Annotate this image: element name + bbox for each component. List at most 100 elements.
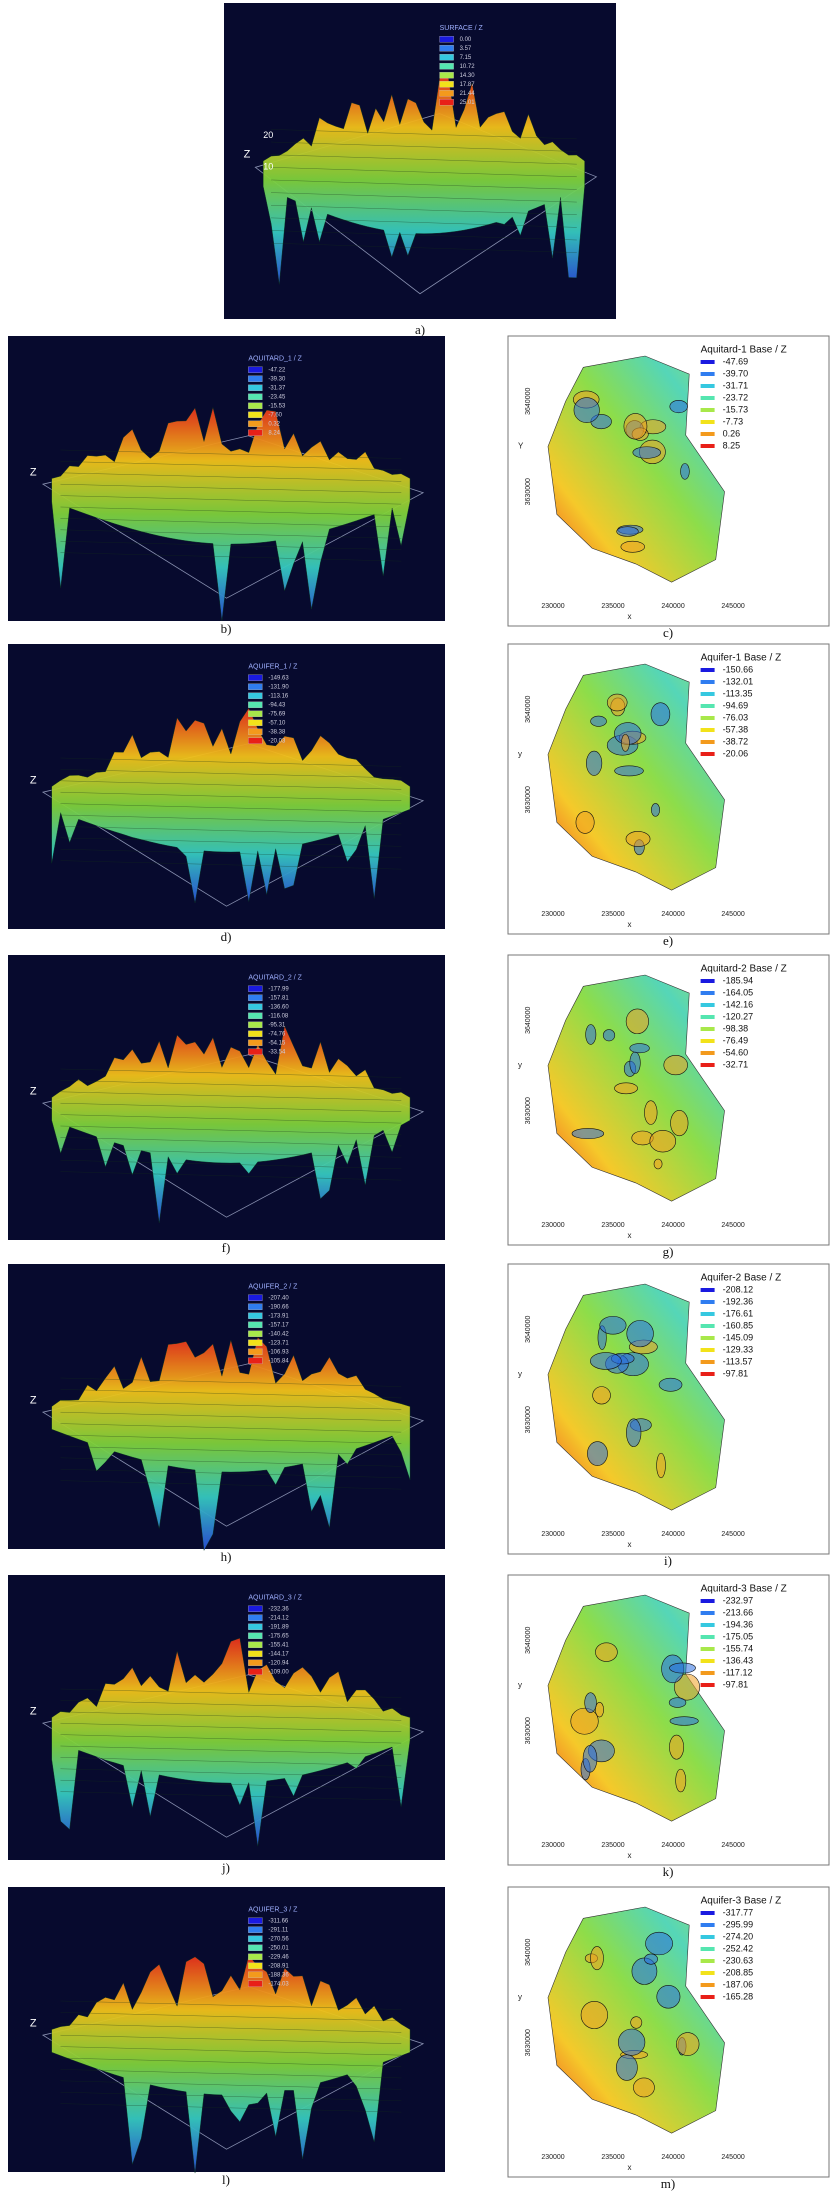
contour-blob	[669, 1734, 684, 1760]
y-tick-label: 3630000	[525, 2029, 532, 2056]
contour-blob	[625, 1008, 649, 1035]
legend-value: -136.60	[268, 1004, 289, 1010]
legend-value: -76.03	[723, 712, 749, 722]
contour-line	[60, 2080, 402, 2090]
contour-line	[60, 449, 402, 459]
legend-value: -95.31	[268, 1022, 286, 1028]
x-tick-label: 230000	[541, 1531, 564, 1538]
legend-swatch	[700, 704, 715, 708]
legend-value: -164.05	[723, 987, 754, 997]
panel-label: k)	[663, 1864, 674, 1879]
contour-blob	[632, 446, 662, 459]
x-tick-label: 230000	[541, 2154, 564, 2161]
contour-blob	[570, 1707, 599, 1735]
legend-value: -15.53	[268, 403, 286, 409]
contour-blob	[644, 1100, 658, 1125]
legend-swatch	[248, 1623, 263, 1630]
legend-swatch	[700, 1959, 715, 1963]
panel-label: i)	[664, 1553, 672, 1568]
x-tick-label: 230000	[541, 1842, 564, 1849]
x-tick-label: 235000	[601, 2154, 624, 2161]
y-tick-label: 3640000	[525, 1007, 532, 1034]
y-tick-label: 3630000	[525, 1097, 532, 1124]
legend-value: -317.77	[723, 1907, 754, 1917]
legend-swatch	[700, 372, 715, 376]
contour-line	[271, 242, 577, 253]
contour-line	[60, 2057, 402, 2067]
contour-line	[60, 837, 402, 847]
z-axis-label: Z	[244, 149, 251, 161]
legend-swatch	[248, 1048, 263, 1055]
legend-swatch	[700, 1647, 715, 1651]
contour-line	[60, 1389, 402, 1399]
contour-line	[60, 826, 402, 836]
legend-swatch	[248, 1339, 263, 1346]
legend-swatch	[700, 1683, 715, 1687]
contour-line	[60, 1468, 402, 1478]
contour-blob	[586, 750, 603, 776]
contour-blob	[626, 1320, 654, 1348]
legend-swatch	[248, 1935, 263, 1942]
contour-line	[60, 2012, 402, 2022]
contour-line	[60, 1480, 402, 1490]
surface	[51, 1025, 411, 1224]
x-tick-label: 240000	[661, 603, 684, 610]
legend-value: -31.71	[723, 380, 749, 390]
x-tick-label: 240000	[661, 1222, 684, 1229]
y-axis-label: Y	[518, 442, 524, 451]
legend-swatch	[248, 1348, 263, 1355]
legend-swatch	[700, 1324, 715, 1328]
surface	[51, 707, 411, 903]
contour-blob	[629, 1051, 641, 1074]
contour-blob	[621, 734, 630, 752]
contour-line	[60, 1423, 402, 1433]
legend-value: -157.81	[268, 995, 289, 1001]
surface	[51, 407, 411, 621]
y-axis-label: y	[518, 750, 522, 759]
legend-value: 0.00	[460, 37, 472, 43]
legend-swatch	[700, 444, 715, 448]
legend-swatch	[248, 1357, 263, 1364]
contour-blob	[617, 2028, 646, 2056]
legend-swatch	[439, 45, 454, 52]
contour-line	[60, 552, 402, 562]
contour-line	[60, 2034, 402, 2044]
legend-value: 21.44	[460, 91, 476, 97]
legend-title: AQUITARD_2 / Z	[248, 975, 302, 982]
legend-value: -145.09	[723, 1332, 754, 1342]
y-tick-label: 3630000	[525, 478, 532, 505]
legend-value: -47.22	[268, 367, 286, 373]
legend-title: Aquitard-3 Base / Z	[701, 1584, 787, 1595]
contour-blob	[668, 1697, 687, 1708]
contour-line	[60, 1102, 402, 1112]
contour-blob	[644, 1953, 658, 1965]
legend-swatch	[248, 1917, 263, 1924]
contour-line	[60, 2023, 402, 2033]
surface	[51, 1637, 411, 1847]
legend-value: -232.36	[268, 1606, 289, 1612]
contour-line	[60, 2000, 402, 2010]
legend-value: -129.33	[723, 1344, 754, 1354]
x-tick-label: 240000	[661, 1842, 684, 1849]
legend-swatch	[700, 1288, 715, 1292]
legend-value: -32.71	[723, 1059, 749, 1069]
legend-value: -116.08	[268, 1013, 289, 1019]
y-axis-label: y	[518, 1061, 522, 1070]
legend-swatch	[700, 1348, 715, 1352]
contour-line	[60, 1137, 402, 1147]
legend-swatch	[248, 1962, 263, 1969]
contour-blob	[629, 1043, 650, 1054]
legend-value: -15.73	[723, 404, 749, 414]
legend-swatch	[248, 692, 263, 699]
contour-line	[60, 757, 402, 767]
legend-value: -295.99	[723, 1919, 754, 1929]
legend-value: -7.73	[723, 416, 744, 426]
z-axis-label: Z	[30, 1086, 37, 1098]
legend-swatch	[700, 991, 715, 995]
legend-swatch	[700, 1671, 715, 1675]
legend-value: -144.17	[268, 1651, 289, 1657]
contour-blob	[630, 2016, 643, 2029]
x-tick-label: 245000	[721, 911, 744, 918]
x-axis-label: x	[627, 1231, 631, 1240]
